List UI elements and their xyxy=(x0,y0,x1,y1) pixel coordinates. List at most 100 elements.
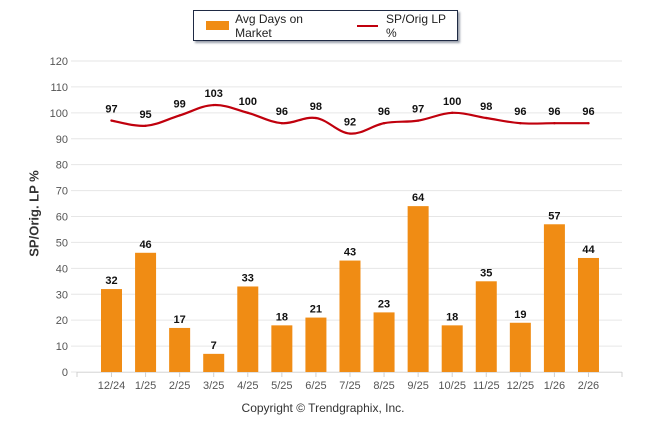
x-tick-label: 3/25 xyxy=(203,380,224,392)
legend-line-swatch xyxy=(356,24,378,27)
x-tick-label: 2/26 xyxy=(578,380,599,392)
legend-bar-swatch xyxy=(206,21,230,30)
bar xyxy=(441,325,463,372)
x-tick-label: 4/25 xyxy=(237,380,258,392)
line-data-label: 95 xyxy=(139,109,151,121)
line-point xyxy=(110,119,113,122)
legend-line-label: SP/Orig LP % xyxy=(386,11,446,40)
x-tick-label: 5/25 xyxy=(271,380,292,392)
line-data-label: 96 xyxy=(548,106,560,118)
y-tick-label: 110 xyxy=(50,82,68,94)
line-data-labels: 97 95 99 103 100 96 98 92 96 97 100 98 96 96 96 xyxy=(105,88,594,129)
bar-data-label: 7 xyxy=(211,340,217,352)
line-point xyxy=(280,122,284,125)
bar-data-label: 18 xyxy=(446,311,458,323)
bar-data-label: 32 xyxy=(105,275,117,287)
line-data-label: 97 xyxy=(105,104,117,116)
bar-data-label: 44 xyxy=(582,244,595,256)
line-point xyxy=(553,122,556,125)
x-tick-label: 8/25 xyxy=(373,380,394,392)
x-axis: 12/24 1/25 2/25 3/25 4/25 5/25 6/25 7/25 8/25 9/2… xyxy=(76,372,623,392)
line-series xyxy=(110,103,590,135)
line-data-label: 103 xyxy=(205,88,223,100)
y-tick-label: 90 xyxy=(56,134,68,146)
bar-data-label: 18 xyxy=(276,311,288,323)
x-tick-label: 1/25 xyxy=(135,380,156,392)
line-data-label: 96 xyxy=(378,106,390,118)
line-point xyxy=(519,122,522,125)
x-tick-label: 1/26 xyxy=(544,380,565,392)
y-tick-label: 20 xyxy=(56,315,68,327)
bar-data-label: 57 xyxy=(548,210,560,222)
line-data-label: 96 xyxy=(582,106,594,118)
x-tick-label: 7/25 xyxy=(339,380,360,392)
line-point xyxy=(451,111,454,115)
bar-data-label: 64 xyxy=(412,192,425,204)
bar xyxy=(475,281,497,372)
bar-data-label: 43 xyxy=(344,247,356,259)
bar-data-labels: 32 46 17 7 33 18 21 43 23 64 18 35 19 57 44 xyxy=(105,192,595,352)
line-data-label: 98 xyxy=(310,101,322,113)
bar xyxy=(237,286,259,372)
y-tick-label: 100 xyxy=(50,108,68,120)
bar xyxy=(271,325,293,372)
x-tick-label: 9/25 xyxy=(407,380,428,392)
bar xyxy=(373,312,395,372)
line-data-label: 100 xyxy=(239,96,257,108)
y-tick-label: 80 xyxy=(56,160,68,172)
bar xyxy=(577,257,599,372)
bar-data-label: 33 xyxy=(242,272,254,284)
y-axis-ticks: 0 10 20 30 40 50 60 70 80 90 100 110 120 xyxy=(50,56,68,379)
y-tick-label: 0 xyxy=(62,367,68,379)
line-point xyxy=(382,122,386,125)
bar-data-label: 21 xyxy=(310,304,322,316)
bar xyxy=(543,224,565,372)
x-tick-label: 10/25 xyxy=(438,380,466,392)
bar xyxy=(135,252,157,372)
x-tick-label: 12/25 xyxy=(507,380,535,392)
bar xyxy=(407,206,429,372)
bar-series xyxy=(101,206,599,372)
line-point xyxy=(144,124,147,127)
y-axis-label: SP/Orig. LP % xyxy=(26,170,42,257)
line-data-label: 100 xyxy=(443,96,461,108)
line-point xyxy=(212,103,215,107)
x-tick-label: 2/25 xyxy=(169,380,190,392)
copyright-text: Copyright © Trendgraphix, Inc. xyxy=(241,401,405,415)
y-tick-label: 50 xyxy=(56,237,68,249)
bar xyxy=(509,322,531,372)
x-tick-label: 12/24 xyxy=(98,380,126,392)
y-tick-label: 120 xyxy=(50,56,68,68)
line-data-label: 92 xyxy=(344,117,356,129)
y-tick-label: 10 xyxy=(56,341,68,353)
line-data-label: 97 xyxy=(412,104,424,116)
line-point xyxy=(485,116,488,120)
legend-bar-label: Avg Days on Market xyxy=(235,11,303,40)
bar xyxy=(305,317,327,372)
bar xyxy=(169,327,191,372)
line-point xyxy=(178,114,181,117)
line-data-label: 99 xyxy=(174,98,186,110)
line-data-label: 96 xyxy=(514,106,526,118)
bar-data-label: 19 xyxy=(514,309,526,321)
bar xyxy=(101,289,122,372)
line-point xyxy=(246,111,249,115)
y-tick-label: 60 xyxy=(56,212,68,224)
x-tick-label: 11/25 xyxy=(473,380,500,392)
bar xyxy=(339,260,361,372)
bar-data-label: 17 xyxy=(174,314,186,326)
y-tick-label: 40 xyxy=(56,263,68,275)
line-point xyxy=(416,119,420,122)
line-point xyxy=(348,132,352,135)
line-point xyxy=(314,116,318,120)
bar-data-label: 46 xyxy=(139,239,151,251)
line-data-label: 96 xyxy=(276,106,288,118)
bar-data-label: 35 xyxy=(480,267,492,279)
bar xyxy=(203,353,225,372)
x-tick-label: 6/25 xyxy=(305,380,326,392)
line-data-label: 98 xyxy=(480,101,492,113)
legend: Avg Days on Market SP/Orig LP % xyxy=(193,10,458,41)
bar-data-label: 23 xyxy=(378,298,390,310)
y-tick-label: 30 xyxy=(56,289,68,301)
